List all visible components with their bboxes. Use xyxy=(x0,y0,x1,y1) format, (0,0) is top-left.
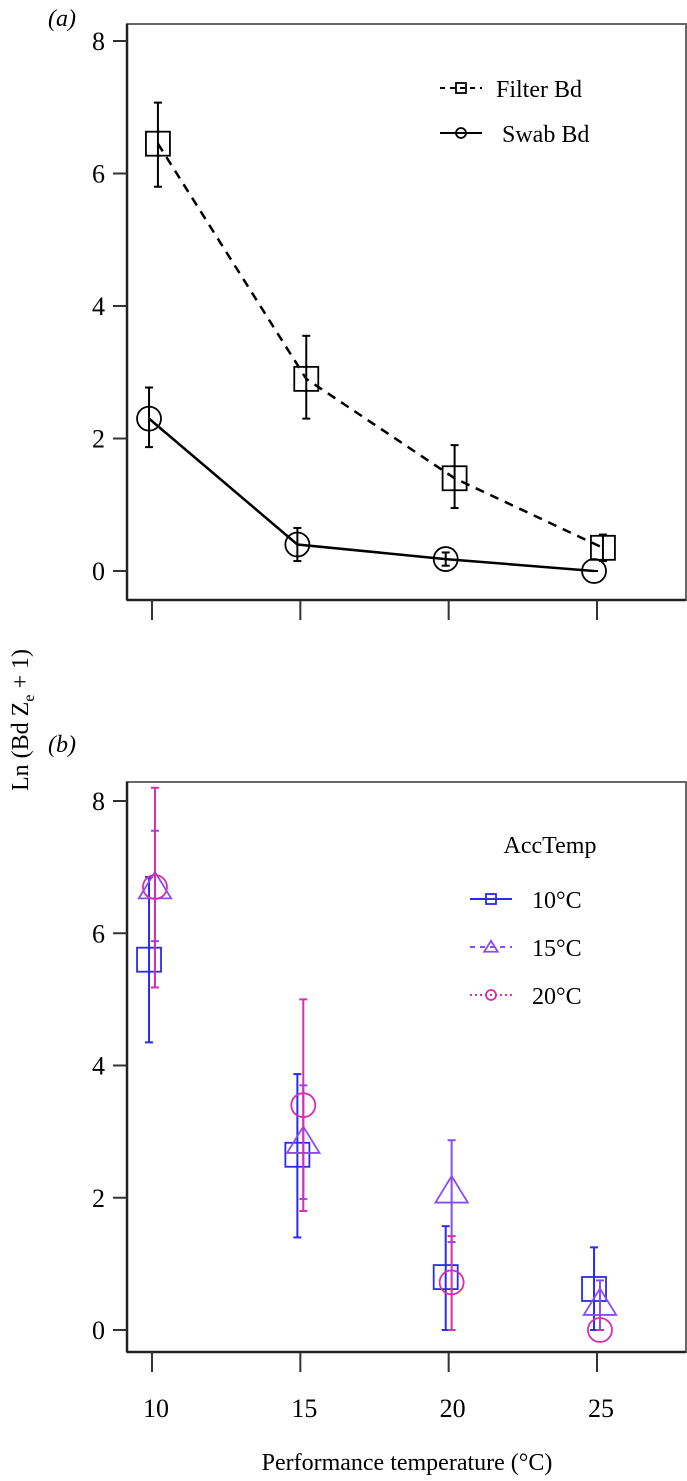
y-tick-label: 0 xyxy=(92,1316,105,1345)
data-point-circle xyxy=(290,1092,317,1119)
series-20-c xyxy=(142,786,613,1343)
y-tick-label: 6 xyxy=(92,160,105,189)
series-line xyxy=(148,417,595,573)
x-axis-label: Performance temperature (°C) xyxy=(262,1450,553,1476)
data-point-square xyxy=(432,1264,459,1290)
x-tick-label: 10 xyxy=(143,1394,169,1423)
y-tick-label: 8 xyxy=(92,787,105,816)
legend-label: 10°C xyxy=(532,888,582,914)
y-axis-label: Ln (Bd Ze + 1) xyxy=(8,649,38,791)
data-point-circle xyxy=(438,1269,465,1296)
x-tick-label: 15 xyxy=(291,1394,317,1423)
series-swab-bd xyxy=(136,386,607,584)
legend-title: AccTemp xyxy=(504,833,597,859)
legend-marker-circle xyxy=(455,127,467,139)
legend-marker-square xyxy=(485,893,497,905)
y-tick-label: 8 xyxy=(92,27,105,56)
plot-frame xyxy=(126,23,687,601)
data-point-square xyxy=(441,465,468,492)
legend-label: 15°C xyxy=(532,936,582,962)
data-point-circle xyxy=(284,531,311,558)
legend-marker-triangle xyxy=(482,939,500,953)
data-point-square xyxy=(581,1276,607,1302)
data-point-circle xyxy=(136,405,162,432)
legend-label: 20°C xyxy=(532,984,582,1010)
panel-b: 0 2 4 6 8 10 15 20 25 AccTemp 10°C 15°C 20°C xyxy=(92,781,687,1423)
data-point-triangle xyxy=(433,1174,470,1204)
x-tick-label: 25 xyxy=(588,1394,614,1423)
x-tick-label: 20 xyxy=(440,1394,466,1423)
panel-a: 0 2 4 6 8 Filter Bd Swab Bd xyxy=(92,23,687,620)
data-point-square xyxy=(293,365,320,392)
data-point-square xyxy=(145,130,171,157)
data-point-square xyxy=(284,1141,311,1168)
data-point-square xyxy=(136,946,162,973)
y-tick-label: 4 xyxy=(92,292,105,321)
legend-marker-square xyxy=(455,82,467,94)
legend-label: Swab Bd xyxy=(502,122,589,148)
legend: Filter Bd Swab Bd xyxy=(440,77,589,148)
panel-b-label: (b) xyxy=(48,732,76,758)
series-line xyxy=(156,143,604,549)
legend: AccTemp 10°C 15°C 20°C xyxy=(470,833,596,1010)
data-point-circle xyxy=(432,546,459,572)
panel-a-label: (a) xyxy=(48,6,76,32)
data-point-circle xyxy=(142,874,168,900)
y-tick-label: 4 xyxy=(92,1052,105,1081)
y-tick-label: 2 xyxy=(92,1184,105,1213)
series-filter-bd xyxy=(145,101,616,563)
y-tick-label: 2 xyxy=(92,425,105,454)
legend-label: Filter Bd xyxy=(496,77,582,103)
y-tick-label: 0 xyxy=(92,557,105,586)
series-10-c xyxy=(136,876,607,1331)
data-point-circle xyxy=(587,1317,613,1343)
data-point-circle xyxy=(581,558,607,584)
plot-frame xyxy=(126,781,687,1353)
data-point-triangle xyxy=(582,1286,618,1316)
legend-marker-circle xyxy=(485,989,497,1001)
y-tick-label: 6 xyxy=(92,919,105,948)
data-point-square xyxy=(590,534,616,561)
